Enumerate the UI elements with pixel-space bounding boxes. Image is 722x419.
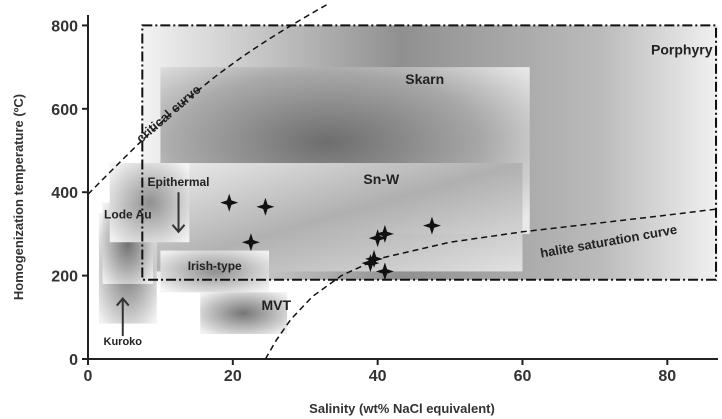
data-point (375, 224, 394, 243)
region-irish-type (160, 250, 270, 293)
points-layer (220, 193, 441, 281)
critical-curve (87, 3, 328, 195)
x-tick-label: 60 (514, 368, 532, 385)
data-point (256, 197, 275, 216)
x-tick-label: 0 (84, 368, 93, 385)
data-point (375, 262, 394, 281)
region-label-mvt: MVT (261, 297, 291, 313)
region-label-kuroko: Kuroko (104, 336, 143, 348)
region-mvt (200, 292, 288, 334)
region-label-lode-au: Lode Au (104, 207, 152, 221)
region-label-irish-type: Irish-type (188, 259, 242, 273)
y-tick-label: 400 (51, 185, 78, 202)
data-point (422, 216, 441, 235)
y-tick-label: 800 (51, 18, 78, 35)
x-axis-label: Salinity (wt% NaCl equivalent) (309, 401, 495, 416)
y-tick-label: 600 (51, 102, 78, 119)
data-point (365, 249, 384, 268)
data-point (368, 229, 387, 248)
y-axis-label: Homogenization temperature (ºC) (11, 94, 26, 300)
data-point (361, 254, 380, 273)
x-tick-label: 80 (658, 368, 676, 385)
y-tick-label: 0 (69, 352, 78, 369)
region-label-sn-w: Sn-W (363, 171, 400, 187)
regions-layer (98, 24, 718, 334)
region-label-epithermal: Epithermal (148, 175, 210, 189)
y-tick-label: 200 (51, 269, 78, 286)
data-point (241, 233, 260, 252)
x-tick-label: 20 (224, 368, 242, 385)
region-label-porphyry: Porphyry (651, 42, 713, 58)
kuroko-arrow-head (115, 297, 130, 307)
data-point (220, 193, 239, 212)
epithermal-arrow-head (171, 224, 186, 234)
region-label-skarn: Skarn (405, 71, 444, 87)
x-tick-label: 40 (369, 368, 387, 385)
